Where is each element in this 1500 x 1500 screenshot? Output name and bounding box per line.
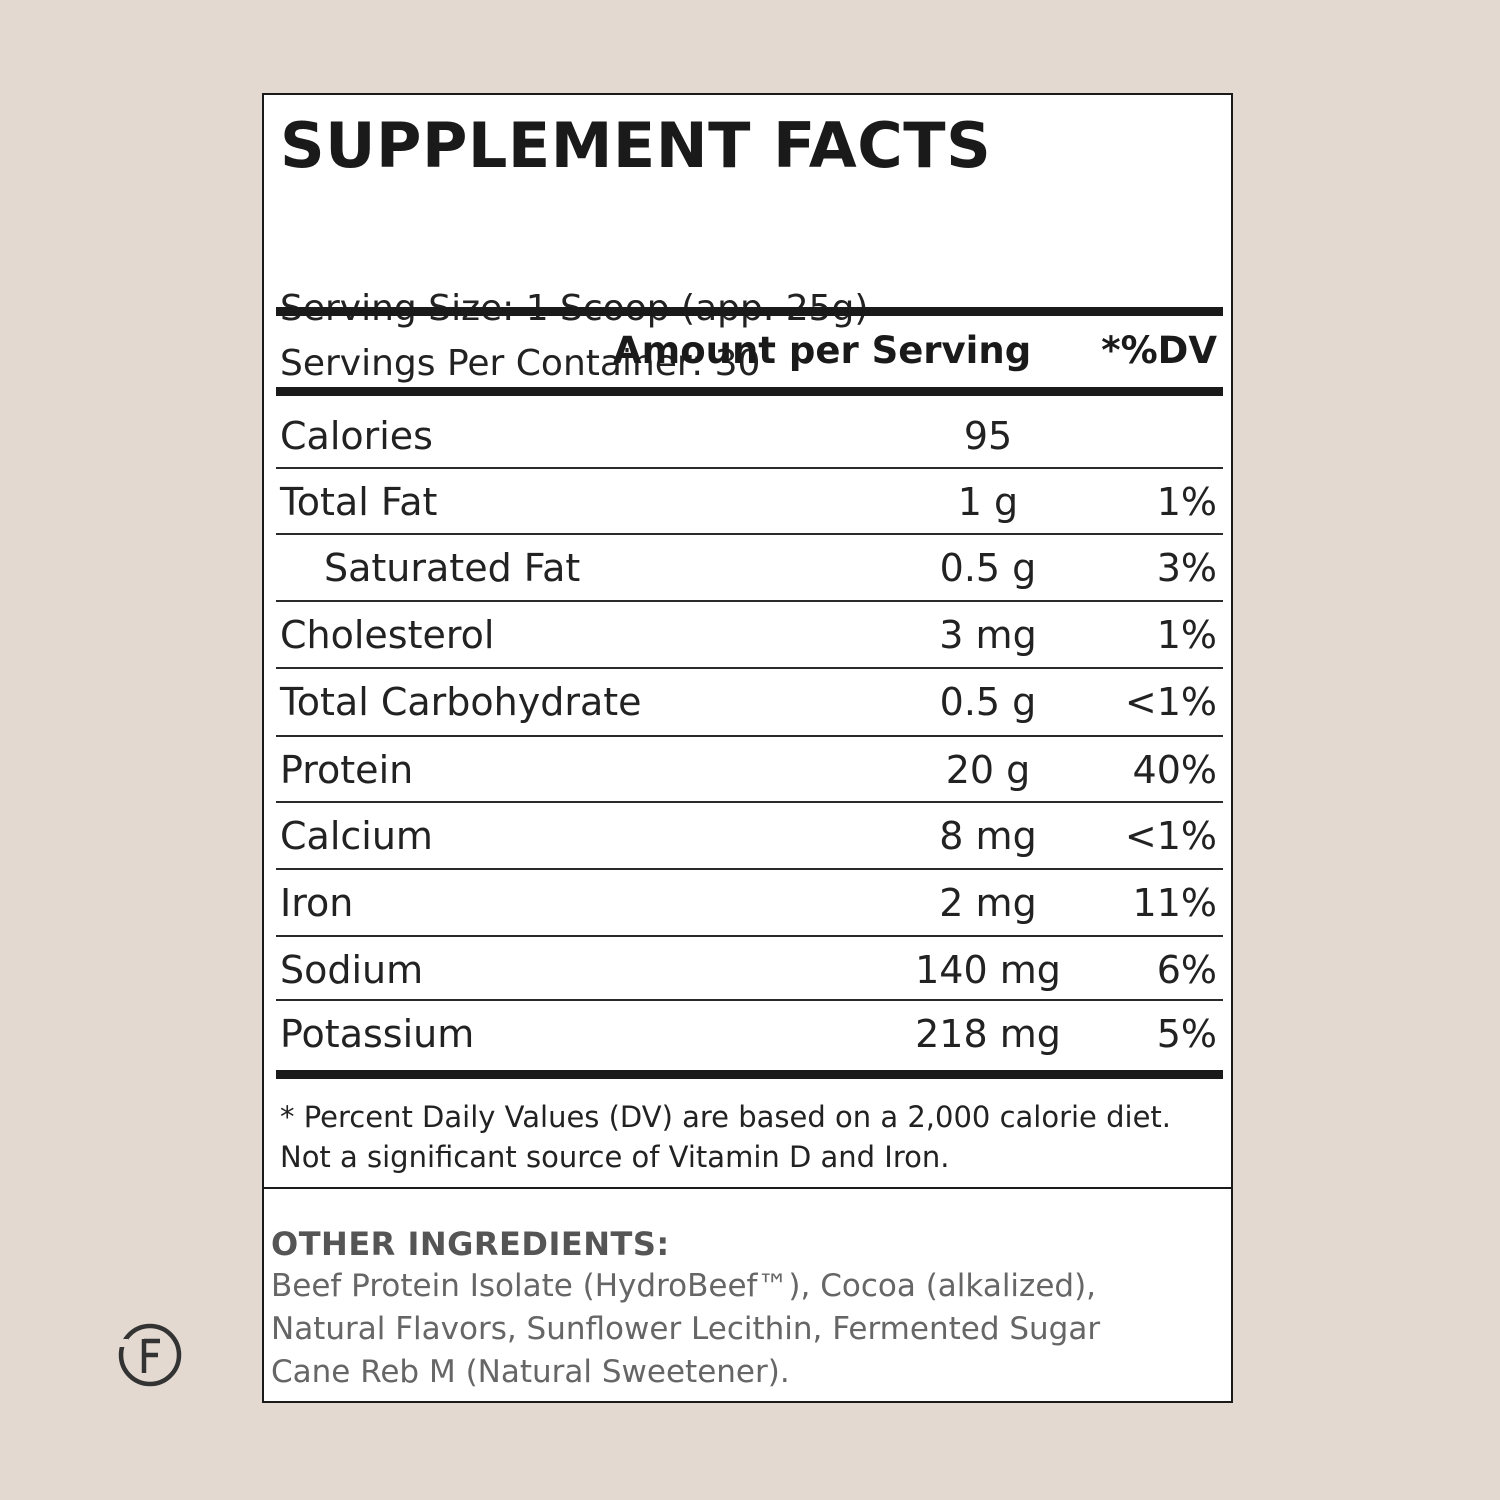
row-divider: [276, 801, 1223, 803]
supplement-facts-label: SUPPLEMENT FACTS Serving Size: 1 Scoop (…: [262, 93, 1233, 1403]
ingredients-title: OTHER INGREDIENTS:: [271, 1225, 670, 1263]
nutrient-name: Potassium: [280, 1012, 475, 1056]
thick-rule-bottom: [276, 1070, 1223, 1079]
facts-panel: SUPPLEMENT FACTS Serving Size: 1 Scoop (…: [276, 95, 1223, 1189]
thick-rule-header: [276, 387, 1223, 396]
servings-per-container: Servings Per Container: 30: [280, 343, 761, 384]
ingredients-line-1: Beef Protein Isolate (HydroBeef™), Cocoa…: [271, 1268, 1097, 1304]
nutrient-dv: 5%: [1156, 1012, 1217, 1056]
nutrient-amount: 3 mg: [939, 613, 1037, 657]
ingredients-line-2: Natural Flavors, Sunflower Lecithin, Fer…: [271, 1311, 1101, 1347]
nutrient-dv: <1%: [1124, 814, 1217, 858]
thick-rule-top: [276, 307, 1223, 316]
other-ingredients: OTHER INGREDIENTS: Beef Protein Isolate …: [271, 1223, 1221, 1394]
label-title: SUPPLEMENT FACTS: [280, 109, 992, 182]
dv-header: *%DV: [1101, 329, 1217, 372]
row-divider: [276, 533, 1223, 535]
nutrient-dv: 1%: [1156, 613, 1217, 657]
nutrient-amount: 218 mg: [915, 1012, 1061, 1056]
nutrient-row-protein: Protein 20 g 40%: [276, 737, 1223, 803]
nutrient-name: Cholesterol: [280, 613, 495, 657]
row-divider: [276, 600, 1223, 602]
row-divider: [276, 667, 1223, 669]
row-divider: [276, 735, 1223, 737]
nutrient-dv: <1%: [1124, 680, 1217, 724]
nutrient-amount: 95: [963, 414, 1013, 458]
nutrient-amount: 140 mg: [915, 948, 1061, 992]
section-divider: [264, 1187, 1231, 1189]
footnote-line-1: * Percent Daily Values (DV) are based on…: [280, 1100, 1172, 1134]
nutrient-name: Total Carbohydrate: [280, 680, 642, 724]
nutrient-row-iron: Iron 2 mg 11%: [276, 870, 1223, 937]
nutrient-amount: 2 mg: [939, 881, 1037, 925]
nutrient-name: Calcium: [280, 814, 433, 858]
nutrient-row-cholesterol: Cholesterol 3 mg 1%: [276, 602, 1223, 669]
nutrient-name: Iron: [280, 881, 354, 925]
nutrient-row-saturated-fat: Saturated Fat 0.5 g 3%: [276, 535, 1223, 602]
row-divider: [276, 999, 1223, 1001]
nutrient-dv: 6%: [1156, 948, 1217, 992]
nutrient-dv: 11%: [1132, 881, 1217, 925]
nutrient-row-calories: Calories 95: [276, 403, 1223, 469]
ingredients-line-3: Cane Reb M (Natural Sweetener).: [271, 1354, 790, 1390]
nutrient-amount: 0.5 g: [939, 546, 1037, 590]
nutrient-row-total-fat: Total Fat 1 g 1%: [276, 469, 1223, 535]
row-divider: [276, 868, 1223, 870]
nutrient-dv: 40%: [1132, 748, 1217, 792]
nutrient-row-potassium: Potassium 218 mg 5%: [276, 1001, 1223, 1067]
nutrient-name: Saturated Fat: [324, 546, 581, 590]
nutrient-name: Calories: [280, 414, 433, 458]
row-divider: [276, 467, 1223, 469]
brand-logo-icon: [116, 1321, 184, 1389]
nutrient-row-sodium: Sodium 140 mg 6%: [276, 937, 1223, 1001]
nutrient-amount: 1 g: [957, 480, 1019, 524]
nutrient-dv: 3%: [1156, 546, 1217, 590]
nutrient-name: Total Fat: [280, 480, 438, 524]
amount-per-serving-header: Amount per Serving: [613, 329, 1032, 372]
footnote-line-2: Not a significant source of Vitamin D an…: [280, 1140, 950, 1174]
nutrient-amount: 0.5 g: [939, 680, 1037, 724]
nutrient-row-total-carbohydrate: Total Carbohydrate 0.5 g <1%: [276, 669, 1223, 737]
nutrient-name: Sodium: [280, 948, 424, 992]
nutrient-row-calcium: Calcium 8 mg <1%: [276, 803, 1223, 870]
nutrient-name: Protein: [280, 748, 414, 792]
nutrient-amount: 20 g: [945, 748, 1031, 792]
nutrient-amount: 8 mg: [939, 814, 1037, 858]
nutrient-dv: 1%: [1156, 480, 1217, 524]
row-divider: [276, 935, 1223, 937]
